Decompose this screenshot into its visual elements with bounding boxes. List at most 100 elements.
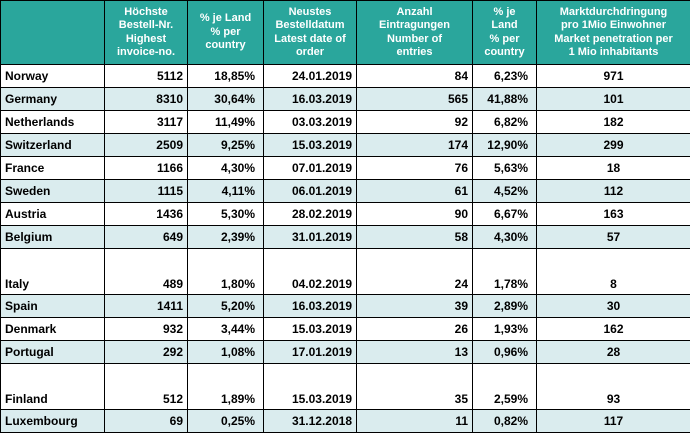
cell-highest-invoice: 1436 xyxy=(105,203,188,226)
header-pct-per-country-invoice: % je Land % per country xyxy=(188,1,264,65)
cell-latest-date: 24.01.2019 xyxy=(264,65,357,88)
cell-penetration: 30 xyxy=(537,295,690,318)
cell-pct-invoice: 18,85% xyxy=(188,65,264,88)
cell-country: Finland xyxy=(1,364,105,410)
cell-latest-date: 16.03.2019 xyxy=(264,88,357,111)
cell-entries: 84 xyxy=(357,65,473,88)
cell-latest-date: 17.01.2019 xyxy=(264,341,357,364)
cell-pct-invoice: 2,39% xyxy=(188,226,264,249)
cell-pct-entries: 41,88% xyxy=(473,88,537,111)
cell-highest-invoice: 5112 xyxy=(105,65,188,88)
cell-penetration: 162 xyxy=(537,318,690,341)
cell-country: Luxembourg xyxy=(1,410,105,433)
cell-penetration: 299 xyxy=(537,134,690,157)
cell-pct-entries: 4,52% xyxy=(473,180,537,203)
cell-latest-date: 16.03.2019 xyxy=(264,295,357,318)
cell-pct-entries: 4,30% xyxy=(473,226,537,249)
cell-pct-invoice: 0,25% xyxy=(188,410,264,433)
header-country xyxy=(1,1,105,65)
cell-pct-entries: 1,78% xyxy=(473,249,537,295)
cell-latest-date: 07.01.2019 xyxy=(264,157,357,180)
cell-pct-invoice: 30,64% xyxy=(188,88,264,111)
cell-penetration: 101 xyxy=(537,88,690,111)
cell-latest-date: 15.03.2019 xyxy=(264,364,357,410)
cell-country: Italy xyxy=(1,249,105,295)
cell-penetration: 117 xyxy=(537,410,690,433)
cell-penetration: 163 xyxy=(537,203,690,226)
cell-highest-invoice: 1411 xyxy=(105,295,188,318)
cell-latest-date: 31.01.2019 xyxy=(264,226,357,249)
cell-pct-entries: 5,63% xyxy=(473,157,537,180)
cell-pct-invoice: 4,11% xyxy=(188,180,264,203)
cell-entries: 92 xyxy=(357,111,473,134)
header-latest-order-date: Neustes Bestelldatum Latest date of orde… xyxy=(264,1,357,65)
cell-country: Portugal xyxy=(1,341,105,364)
cell-entries: 13 xyxy=(357,341,473,364)
cell-pct-invoice: 5,30% xyxy=(188,203,264,226)
cell-highest-invoice: 2509 xyxy=(105,134,188,157)
cell-highest-invoice: 1115 xyxy=(105,180,188,203)
cell-highest-invoice: 512 xyxy=(105,364,188,410)
cell-country: Spain xyxy=(1,295,105,318)
cell-country: France xyxy=(1,157,105,180)
cell-highest-invoice: 1166 xyxy=(105,157,188,180)
cell-pct-invoice: 3,44% xyxy=(188,318,264,341)
cell-penetration: 57 xyxy=(537,226,690,249)
cell-pct-invoice: 1,80% xyxy=(188,249,264,295)
cell-penetration: 971 xyxy=(537,65,690,88)
cell-entries: 76 xyxy=(357,157,473,180)
cell-entries: 39 xyxy=(357,295,473,318)
cell-entries: 565 xyxy=(357,88,473,111)
cell-highest-invoice: 649 xyxy=(105,226,188,249)
cell-entries: 11 xyxy=(357,410,473,433)
cell-country: Denmark xyxy=(1,318,105,341)
cell-highest-invoice: 3117 xyxy=(105,111,188,134)
cell-pct-invoice: 11,49% xyxy=(188,111,264,134)
cell-latest-date: 06.01.2019 xyxy=(264,180,357,203)
cell-latest-date: 28.02.2019 xyxy=(264,203,357,226)
cell-penetration: 18 xyxy=(537,157,690,180)
cell-pct-entries: 2,89% xyxy=(473,295,537,318)
cell-country: Belgium xyxy=(1,226,105,249)
cell-pct-entries: 6,67% xyxy=(473,203,537,226)
cell-country: Germany xyxy=(1,88,105,111)
cell-pct-invoice: 5,20% xyxy=(188,295,264,318)
cell-highest-invoice: 69 xyxy=(105,410,188,433)
header-number-of-entries: Anzahl Eintragungen Number of entries xyxy=(357,1,473,65)
cell-latest-date: 31.12.2018 xyxy=(264,410,357,433)
cell-penetration: 8 xyxy=(537,249,690,295)
cell-latest-date: 15.03.2019 xyxy=(264,318,357,341)
cell-entries: 58 xyxy=(357,226,473,249)
cell-highest-invoice: 489 xyxy=(105,249,188,295)
cell-latest-date: 03.03.2019 xyxy=(264,111,357,134)
cell-entries: 24 xyxy=(357,249,473,295)
cell-penetration: 93 xyxy=(537,364,690,410)
cell-pct-entries: 2,59% xyxy=(473,364,537,410)
cell-pct-entries: 6,23% xyxy=(473,65,537,88)
cell-penetration: 28 xyxy=(537,341,690,364)
cell-entries: 26 xyxy=(357,318,473,341)
cell-country: Switzerland xyxy=(1,134,105,157)
cell-pct-entries: 1,93% xyxy=(473,318,537,341)
cell-entries: 35 xyxy=(357,364,473,410)
cell-country: Netherlands xyxy=(1,111,105,134)
cell-highest-invoice: 292 xyxy=(105,341,188,364)
cell-pct-entries: 12,90% xyxy=(473,134,537,157)
cell-pct-invoice: 1,89% xyxy=(188,364,264,410)
cell-pct-invoice: 1,08% xyxy=(188,341,264,364)
cell-country: Norway xyxy=(1,65,105,88)
